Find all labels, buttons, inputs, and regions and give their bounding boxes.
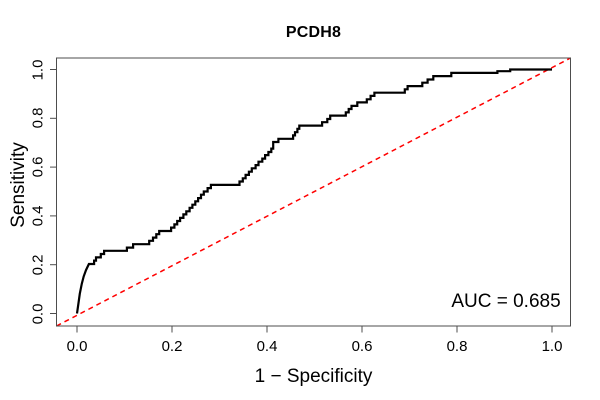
x-tick-label: 0.2 (161, 338, 183, 355)
x-axis-title: 1 − Specificity (254, 366, 373, 387)
plot-frame (56, 57, 571, 327)
x-tick-label: 0.8 (446, 338, 468, 355)
y-tick-label: 0.8 (29, 107, 47, 129)
x-tick-label: 0.6 (351, 338, 373, 355)
auc-annotation: AUC = 0.685 (451, 291, 561, 312)
reference-diagonal-line (56, 57, 571, 327)
plot-title: PCDH8 (285, 24, 342, 41)
x-tick-label: 0.4 (256, 338, 278, 355)
y-tick-label: 0.0 (29, 303, 47, 324)
y-tick-label: 1.0 (29, 59, 47, 80)
y-tick-label: 0.4 (29, 205, 47, 227)
x-tick-label: 1.0 (541, 338, 563, 355)
roc-curve (75, 68, 552, 314)
x-tick-label: 0.0 (66, 338, 88, 355)
y-axis-title: Sensitivity (8, 142, 29, 228)
y-tick-label: 0.6 (29, 156, 47, 178)
y-tick-label: 0.2 (29, 254, 47, 276)
